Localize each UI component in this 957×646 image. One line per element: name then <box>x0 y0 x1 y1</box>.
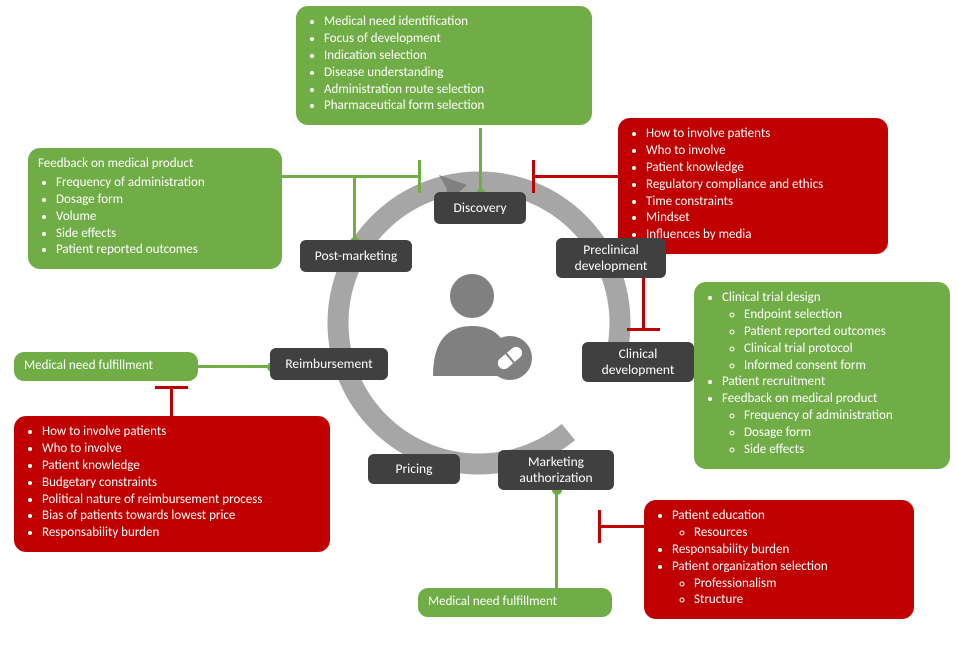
list-item: Responsability burden <box>42 525 320 542</box>
conn-reimb-red-v <box>170 388 173 416</box>
phase-label: Discovery <box>454 200 507 216</box>
list-item-text: Feedback on medical product <box>722 391 877 406</box>
list-subitem: Professionalism <box>694 576 904 593</box>
list-subitem: Dosage form <box>744 425 940 442</box>
conn-mkt-green-v <box>555 490 558 588</box>
list-item: Regulatory compliance and ethics <box>646 177 878 194</box>
list-item: Responsability burden <box>672 542 904 559</box>
list-item: Clinical trial design Endpoint selection… <box>722 290 940 374</box>
box-marketing-red: Patient education Resources Responsabili… <box>644 500 914 619</box>
phase-label: Post-marketing <box>315 248 397 264</box>
conn-mkt-red-t <box>598 510 601 543</box>
list-item: Dosage form <box>56 192 272 209</box>
box-reimb-small-green: Medical need fulfillment <box>14 352 198 381</box>
phase-label: Preclinical development <box>562 242 660 273</box>
box-clindev-list: Clinical trial design Endpoint selection… <box>704 290 940 459</box>
list-item: Influences by media <box>646 227 878 244</box>
phase-reimb: Reimbursement <box>270 348 388 380</box>
list-item: Political nature of reimbursement proces… <box>42 492 320 509</box>
phase-postmkt: Post-marketing <box>300 240 412 272</box>
list-item-text: Clinical trial design <box>722 290 821 305</box>
box-reimb-red: How to involve patients Who to involve P… <box>14 416 330 552</box>
box-clindev-green: Clinical trial design Endpoint selection… <box>694 282 950 469</box>
list-item: Mindset <box>646 210 878 227</box>
list-item: Frequency of administration <box>56 175 272 192</box>
phase-preclin: Preclinical development <box>556 238 666 278</box>
list-item: Patient education Resources <box>672 508 904 542</box>
list-item: Pharmaceutical form selection <box>324 98 582 115</box>
list-item: Patient organization selection Professio… <box>672 559 904 610</box>
phase-pricing: Pricing <box>368 454 460 484</box>
box-discovery-green-list: Medical need identification Focus of dev… <box>306 14 582 115</box>
list-item: Medical need identification <box>324 14 582 31</box>
list-item: Disease understanding <box>324 65 582 82</box>
list-subitem: Informed consent form <box>744 358 940 375</box>
conn-feedback-green-v <box>353 175 356 242</box>
phase-marketing: Marketing authorization <box>498 450 614 490</box>
list-item: Patient recruitment <box>722 374 940 391</box>
list-subitem: Patient reported outcomes <box>744 324 940 341</box>
list-subitem: Endpoint selection <box>744 307 940 324</box>
list-item: Patient knowledge <box>42 458 320 475</box>
list-subitem: Structure <box>694 592 904 609</box>
list-item: Who to involve <box>42 441 320 458</box>
list-item: Patient knowledge <box>646 160 878 177</box>
list-item: Time constraints <box>646 194 878 211</box>
conn-topright-red-tcap <box>532 160 535 193</box>
list-item: How to involve patients <box>646 126 878 143</box>
conn-reimb-red-t <box>155 386 188 389</box>
box-marketing-small-green: Medical need fulfillment <box>418 588 612 617</box>
box-topright-red-list: How to involve patients Who to involve P… <box>628 126 878 244</box>
list-item: Feedback on medical product Frequency of… <box>722 391 940 459</box>
conn-feedback-green-tick <box>418 160 421 193</box>
diagram-stage: Medical need identification Focus of dev… <box>0 0 957 646</box>
box-topright-red: How to involve patients Who to involve P… <box>618 118 888 254</box>
conn-discovery-green <box>479 128 482 194</box>
phase-label: Reimbursement <box>285 356 372 372</box>
list-item: Volume <box>56 209 272 226</box>
list-item: Who to involve <box>646 143 878 160</box>
list-subitem: Clinical trial protocol <box>744 341 940 358</box>
list-subitem: Side effects <box>744 442 940 459</box>
box-marketing-red-list: Patient education Resources Responsabili… <box>654 508 904 609</box>
box-discovery-green: Medical need identification Focus of dev… <box>296 6 592 125</box>
list-item: Bias of patients towards lowest price <box>42 508 320 525</box>
box-feedback-list: Frequency of administration Dosage form … <box>38 175 272 259</box>
box-reimb-red-list: How to involve patients Who to involve P… <box>24 424 320 542</box>
phase-label: Clinical development <box>588 346 688 377</box>
list-item: Patient reported outcomes <box>56 242 272 259</box>
list-item: Indication selection <box>324 48 582 65</box>
list-item-text: Patient education <box>672 508 765 523</box>
phase-clindev: Clinical development <box>582 342 694 382</box>
list-subitem: Frequency of administration <box>744 408 940 425</box>
conn-topright-red-h <box>534 175 619 178</box>
list-item: Budgetary constraints <box>42 475 320 492</box>
list-item: Administration route selection <box>324 82 582 99</box>
list-item: How to involve patients <box>42 424 320 441</box>
list-item: Focus of development <box>324 31 582 48</box>
patient-pill-icon <box>414 258 544 388</box>
conn-topright-red-tcap2 <box>627 328 660 331</box>
box-feedback-green: Feedback on medical product Frequency of… <box>28 148 282 269</box>
phase-label: Marketing authorization <box>504 454 608 485</box>
conn-reimb-green <box>198 365 270 368</box>
list-item-text: Patient organization selection <box>672 559 828 574</box>
list-subitem: Resources <box>694 525 904 542</box>
phase-label: Pricing <box>395 461 432 477</box>
conn-mkt-red-h <box>600 525 644 528</box>
conn-feedback-green-h <box>282 175 420 178</box>
list-item: Side effects <box>56 226 272 243</box>
box-feedback-heading: Feedback on medical product <box>38 156 272 173</box>
box-reimb-small-label: Medical need fulfillment <box>24 358 153 373</box>
box-marketing-small-label: Medical need fulfillment <box>428 594 557 609</box>
phase-discovery: Discovery <box>434 192 526 224</box>
